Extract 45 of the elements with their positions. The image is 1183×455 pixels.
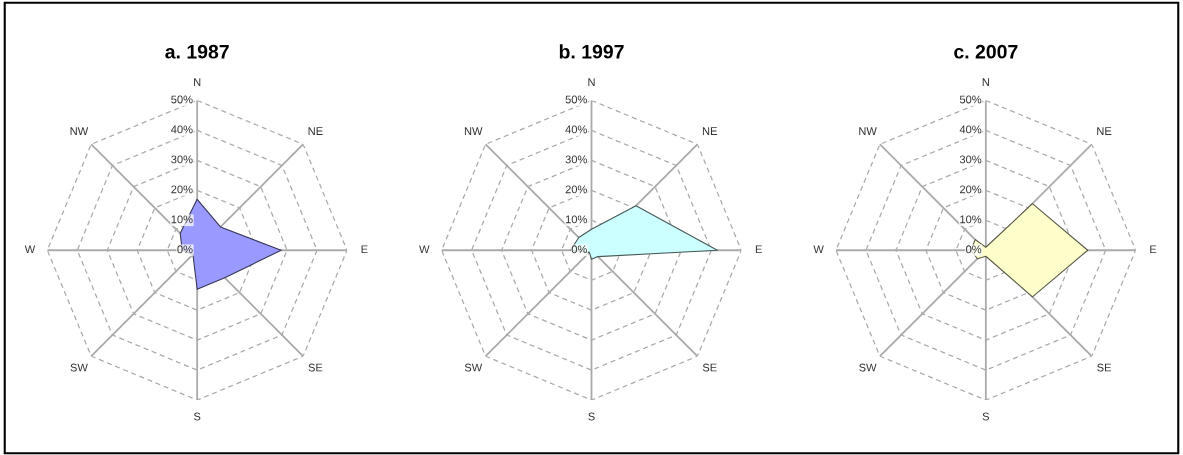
spoke-label: NW	[464, 127, 483, 135]
spoke-label: N	[588, 78, 595, 86]
y-tick-label: 50%	[959, 95, 982, 104]
spoke-label: S	[588, 412, 595, 421]
chart-title: c. 2007	[954, 44, 1018, 59]
y-tick-label: 10%	[960, 215, 982, 224]
y-tick-label: 10%	[565, 215, 587, 224]
y-tick-label: 30%	[565, 155, 587, 164]
y-tick-label: 0%	[966, 245, 982, 254]
spoke-label: S	[982, 412, 990, 421]
spoke-label: SE	[1097, 363, 1111, 372]
y-tick-label: 20%	[171, 185, 193, 194]
spoke-label: E	[755, 245, 762, 254]
chart-title: b. 1997	[559, 44, 624, 59]
spoke-label: W	[24, 245, 36, 254]
y-tick-label: 40%	[959, 125, 982, 134]
spoke-label: N	[982, 78, 989, 86]
y-tick-label: 30%	[171, 155, 193, 164]
spoke-label: NW	[859, 127, 877, 135]
spoke-label: SW	[464, 363, 483, 372]
y-tick-label: 40%	[565, 125, 587, 134]
spoke-label: SW	[859, 363, 877, 372]
spoke-label: E	[1150, 245, 1157, 254]
y-tick-label: 0%	[177, 245, 193, 254]
spoke-label: NW	[70, 127, 89, 135]
y-tick-label: 0%	[571, 245, 587, 254]
spoke-label: SE	[702, 363, 717, 372]
y-tick-label: 20%	[565, 185, 587, 194]
spoke-label: N	[194, 78, 201, 86]
spoke-label: NE	[1097, 127, 1112, 135]
spoke-label: SE	[308, 363, 323, 372]
spoke-label: SW	[70, 363, 88, 372]
spoke-label: E	[361, 245, 368, 254]
y-tick-label: 10%	[171, 215, 193, 224]
y-tick-label: 30%	[959, 155, 982, 164]
y-tick-label: 50%	[565, 95, 587, 104]
spoke-label: W	[813, 245, 824, 254]
y-tick-label: 40%	[171, 125, 193, 134]
spoke-label: NE	[308, 127, 323, 135]
spoke-label: S	[193, 412, 201, 421]
y-tick-label: 20%	[959, 185, 982, 194]
spoke-label: NE	[702, 127, 717, 135]
y-tick-label: 50%	[171, 95, 193, 104]
chart-title: a. 1987	[165, 44, 229, 59]
spoke-label: W	[419, 245, 430, 254]
